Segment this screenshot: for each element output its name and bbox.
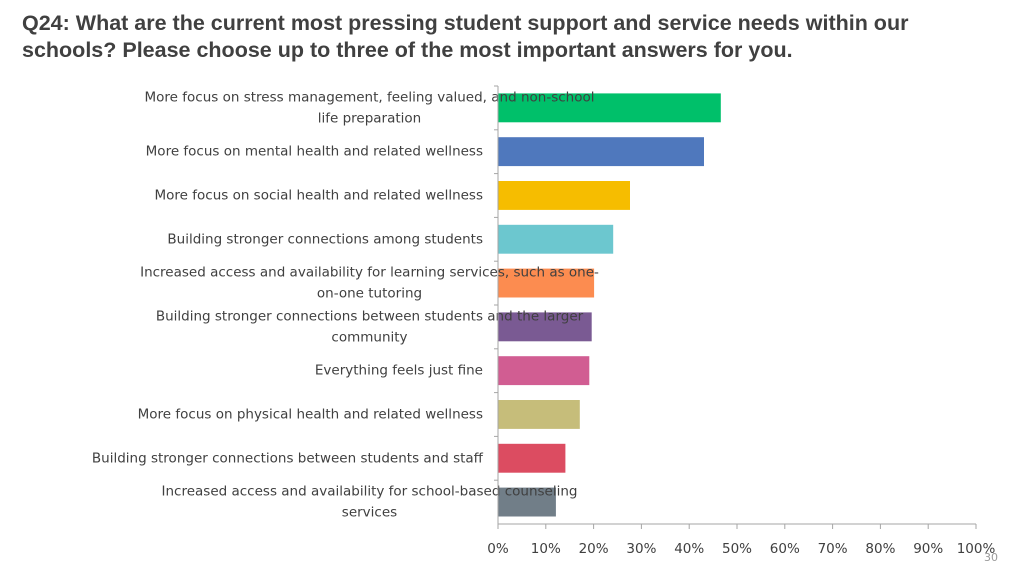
- category-labels: More focus on stress management, feeling…: [92, 89, 599, 520]
- category-label-line: community: [331, 329, 407, 345]
- x-tick-label: 0%: [487, 541, 509, 557]
- category-label-line: More focus on physical health and relate…: [138, 407, 483, 423]
- x-axis-ticks: 0% 10% 20% 30% 40% 50% 60% 70% 80% 90% 100%: [487, 524, 995, 557]
- bar-3: [498, 181, 630, 210]
- axes: [494, 85, 976, 525]
- category-label-4: Building stronger connections among stud…: [167, 231, 483, 247]
- category-label-2: More focus on mental health and related …: [146, 144, 483, 160]
- x-tick-label: 30%: [626, 541, 656, 557]
- category-label-5: Increased access and availability for le…: [140, 265, 599, 302]
- bar-5: [498, 268, 595, 298]
- category-label-8: More focus on physical health and relate…: [138, 407, 483, 423]
- category-label-10: Increased access and availability for sc…: [162, 484, 578, 521]
- x-tick-label: 60%: [770, 541, 800, 557]
- bars: [498, 93, 721, 517]
- bar-7: [498, 356, 590, 386]
- bar-8: [498, 400, 580, 429]
- category-label-line: on-one tutoring: [317, 286, 422, 302]
- bar-2: [498, 137, 704, 167]
- x-tick-label: 40%: [674, 541, 704, 557]
- page-number: 30: [984, 551, 998, 564]
- category-label-line: Building stronger connections between st…: [92, 450, 484, 466]
- x-tick-label: 20%: [579, 541, 609, 557]
- category-label-line: Building stronger connections between st…: [156, 308, 584, 324]
- category-label-line: More focus on social health and related …: [155, 188, 484, 204]
- x-tick-label: 10%: [531, 541, 561, 557]
- x-tick-label: 90%: [913, 541, 943, 557]
- category-label-line: services: [342, 505, 397, 521]
- category-label-line: More focus on stress management, feeling…: [145, 89, 595, 105]
- category-label-line: Increased access and availability for sc…: [162, 484, 578, 500]
- x-tick-label: 70%: [818, 541, 848, 557]
- category-label-line: Building stronger connections among stud…: [167, 231, 483, 247]
- category-label-7: Everything feels just fine: [315, 363, 483, 379]
- category-label-1: More focus on stress management, feeling…: [145, 89, 595, 126]
- bar-10: [498, 487, 556, 517]
- x-tick-label: 80%: [865, 541, 895, 557]
- x-tick-label: 100%: [957, 541, 996, 557]
- bar-6: [498, 312, 592, 342]
- chart-title: Q24: What are the current most pressing …: [22, 11, 909, 62]
- category-label-line: life preparation: [318, 110, 422, 126]
- category-label-line: Increased access and availability for le…: [140, 265, 599, 281]
- category-label-6: Building stronger connections between st…: [156, 308, 584, 345]
- category-label-9: Building stronger connections between st…: [92, 450, 484, 466]
- bar-1: [498, 93, 721, 123]
- category-label-line: More focus on mental health and related …: [146, 144, 483, 160]
- bar-9: [498, 443, 566, 473]
- x-tick-label: 50%: [722, 541, 752, 557]
- bar-4: [498, 224, 614, 254]
- category-label-3: More focus on social health and related …: [155, 188, 484, 204]
- category-label-line: Everything feels just fine: [315, 363, 483, 379]
